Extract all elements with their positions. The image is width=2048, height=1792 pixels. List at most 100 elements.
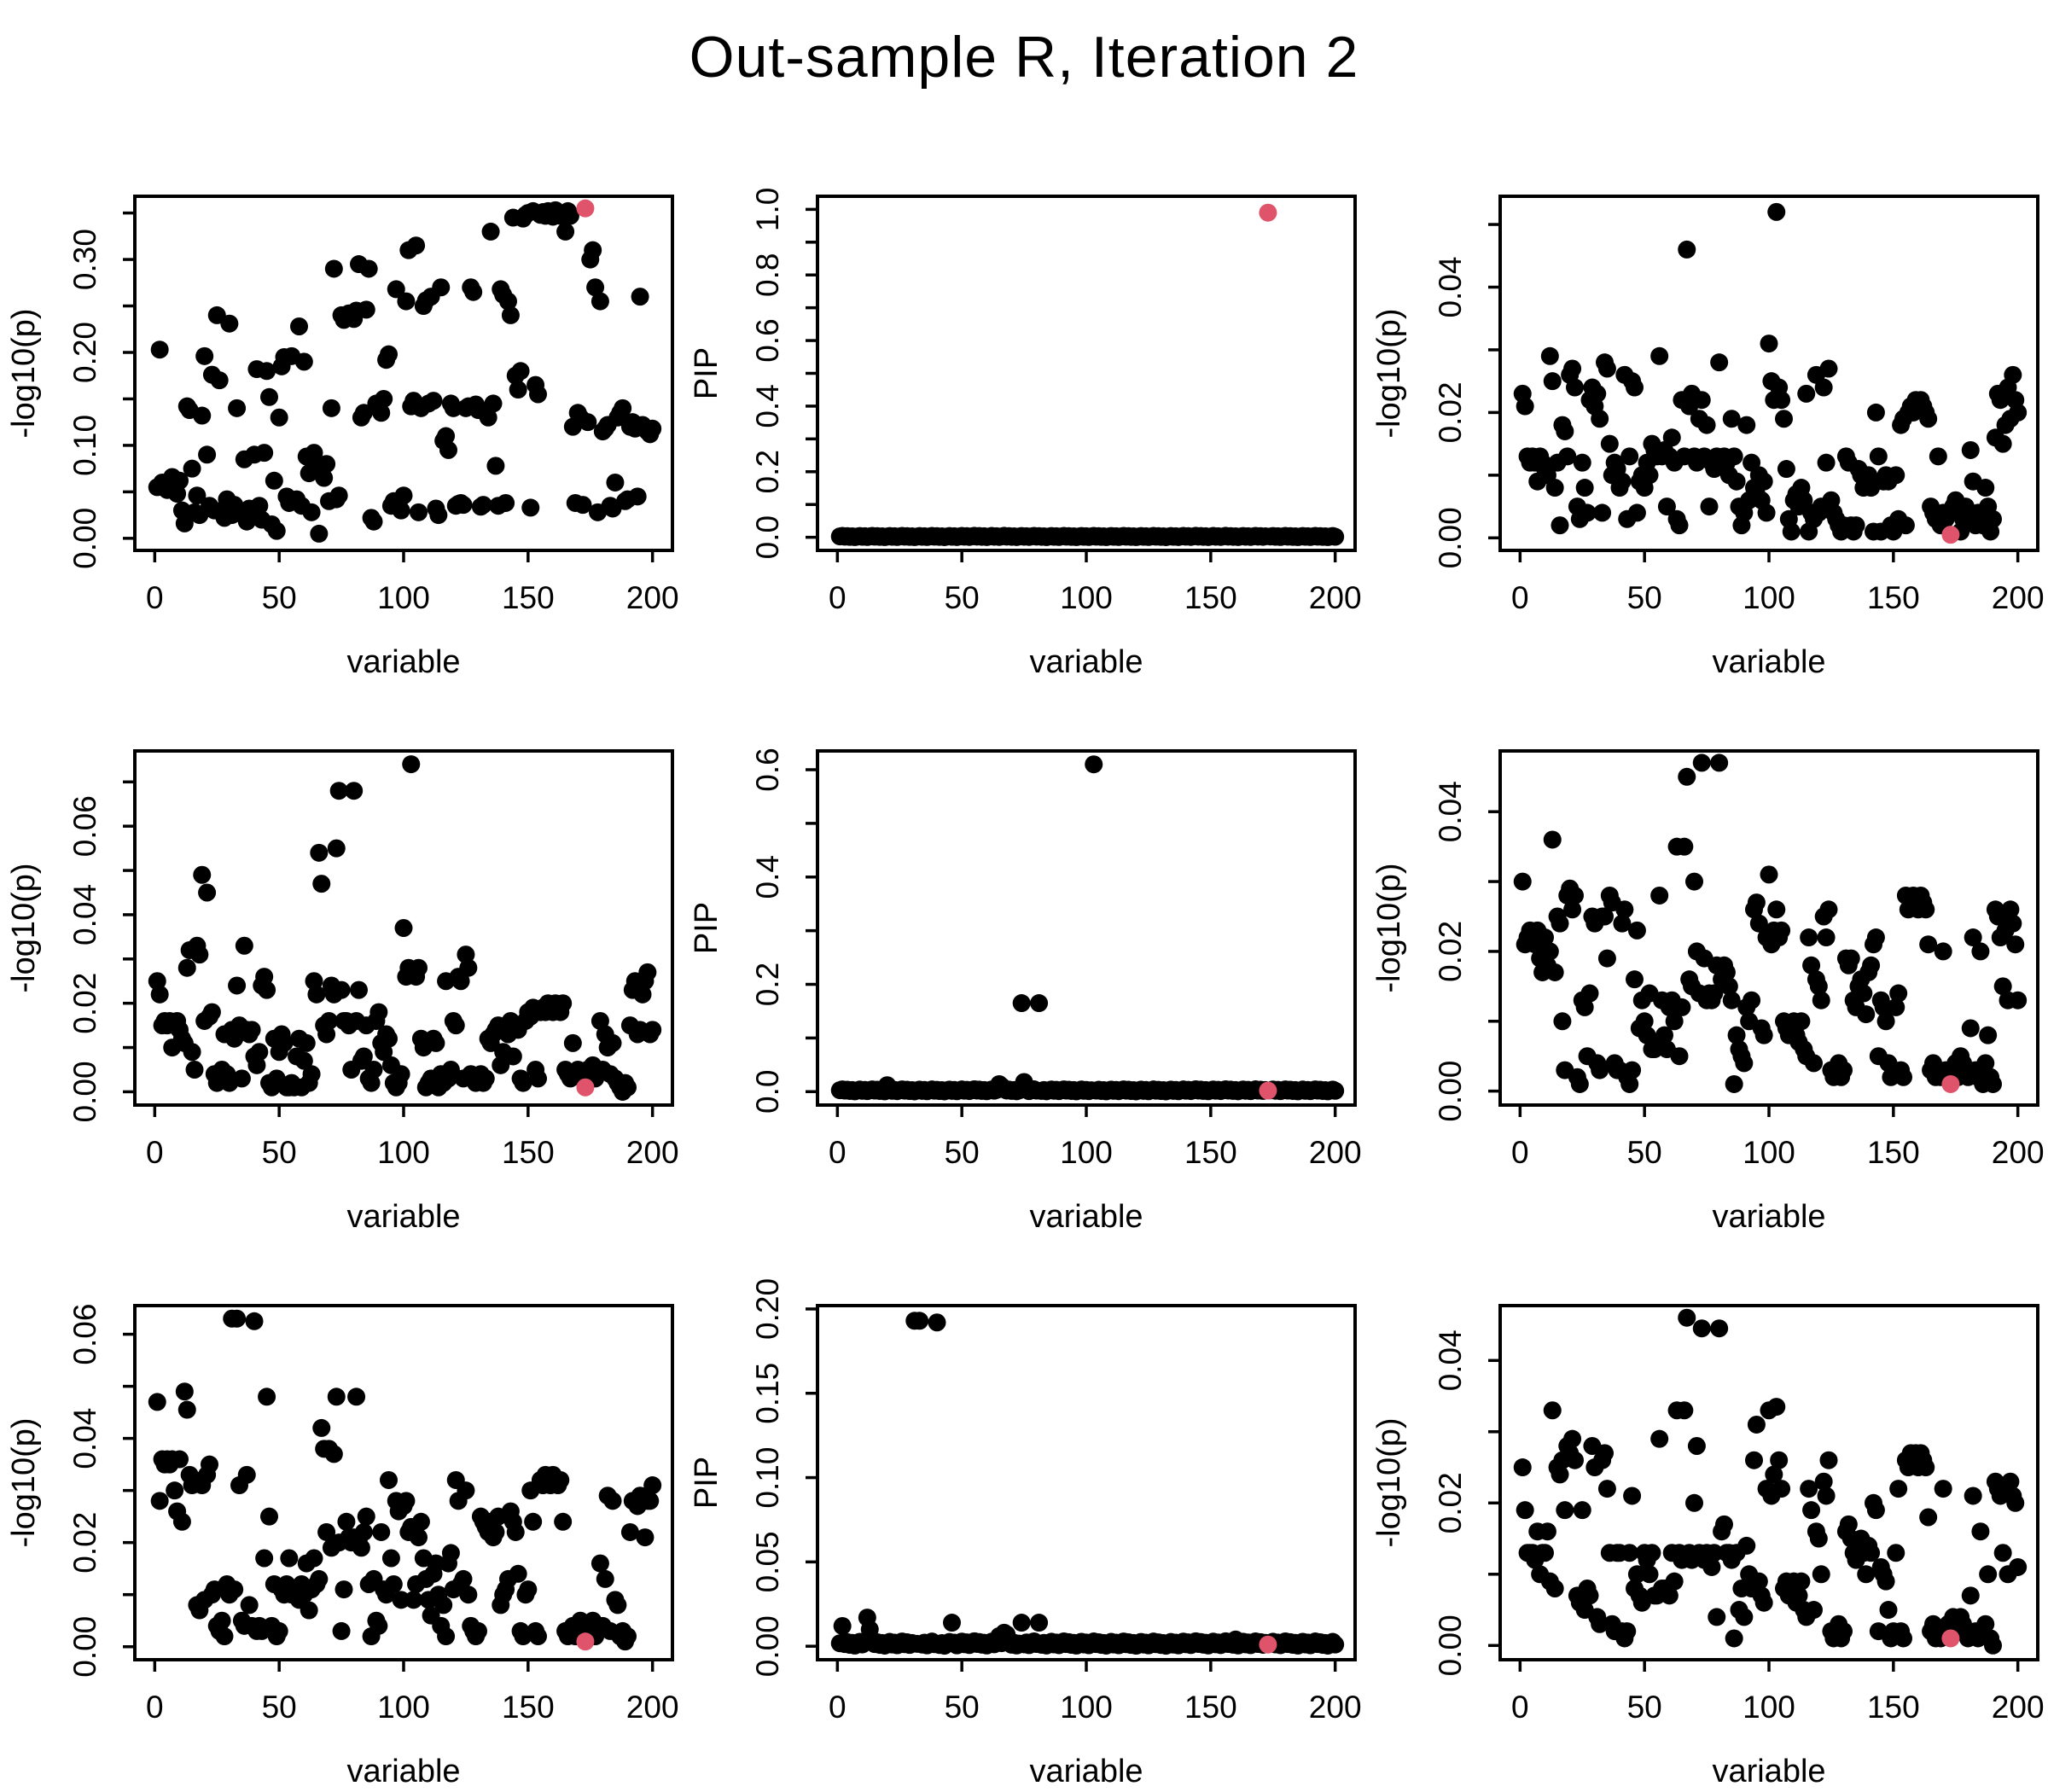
svg-text:50: 50 (262, 1690, 297, 1725)
svg-text:200: 200 (1309, 580, 1362, 615)
svg-text:0.2: 0.2 (750, 963, 785, 1006)
scatter-canvas-r3c1: 0.00 0.02 0.04 0.06 0 50 100 150 200 -log10(p) var… (6, 1304, 679, 1789)
scatter-canvas-r2c3: 0.00 0.02 0.04 0 50 100 150 200 -log10(p) variabl… (1371, 749, 2045, 1235)
svg-text:0: 0 (146, 1135, 164, 1170)
svg-text:50: 50 (262, 1135, 297, 1170)
svg-text:0: 0 (829, 1135, 847, 1170)
svg-text:variable: variable (1029, 1754, 1143, 1789)
svg-text:150: 150 (502, 1135, 555, 1170)
svg-text:0.2: 0.2 (750, 450, 785, 493)
svg-text:0.00: 0.00 (67, 1616, 102, 1678)
svg-text:0.02: 0.02 (1433, 1472, 1468, 1533)
svg-text:0.00: 0.00 (750, 1615, 785, 1677)
svg-text:200: 200 (1992, 1135, 2045, 1170)
svg-text:150: 150 (1184, 1135, 1237, 1170)
chart-title: Out-sample R, Iteration 2 (689, 25, 1359, 90)
svg-text:50: 50 (945, 580, 980, 615)
svg-text:0: 0 (1511, 1135, 1529, 1170)
svg-text:0.04: 0.04 (1433, 781, 1468, 842)
svg-text:-log10(p): -log10(p) (1371, 1417, 1407, 1547)
scatter-canvas-r2c2: 0.0 0.2 0.4 0.6 0 50 100 150 200 PIP variable (689, 748, 1362, 1235)
svg-text:0.00: 0.00 (67, 508, 102, 569)
svg-text:50: 50 (945, 1135, 980, 1170)
svg-text:200: 200 (1992, 580, 2045, 615)
svg-text:0.15: 0.15 (750, 1363, 785, 1424)
svg-text:200: 200 (1309, 1135, 1362, 1170)
svg-text:200: 200 (626, 1690, 679, 1725)
svg-text:0.6: 0.6 (750, 748, 785, 791)
svg-text:150: 150 (1184, 1690, 1237, 1725)
svg-text:0.6: 0.6 (750, 318, 785, 362)
subplot-r3c3: 0.00 0.02 0.04 0 50 100 150 200 -log10(p) variabl… (1365, 1237, 2048, 1792)
svg-text:50: 50 (1627, 580, 1662, 615)
svg-text:0.06: 0.06 (67, 1304, 102, 1365)
svg-text:variable: variable (346, 1754, 460, 1789)
svg-text:150: 150 (1867, 1690, 1920, 1725)
svg-text:-log10(p): -log10(p) (1371, 308, 1407, 438)
svg-text:-log10(p): -log10(p) (6, 308, 42, 438)
svg-text:PIP: PIP (689, 1457, 724, 1509)
svg-text:-log10(p): -log10(p) (6, 863, 42, 992)
svg-text:50: 50 (262, 580, 297, 615)
svg-text:0.04: 0.04 (1433, 1329, 1468, 1391)
subplot-r2c3: 0.00 0.02 0.04 0 50 100 150 200 -log10(p) variabl… (1365, 683, 2048, 1237)
svg-text:0.10: 0.10 (67, 415, 102, 476)
svg-text:100: 100 (1060, 580, 1113, 615)
svg-text:0.0: 0.0 (750, 515, 785, 559)
svg-text:0.20: 0.20 (67, 322, 102, 383)
svg-text:0.00: 0.00 (1433, 507, 1468, 568)
scatter-canvas-r1c1: 0.00 0.10 0.20 0.30 0 50 100 150 200 -log10(p) var… (6, 195, 679, 680)
svg-text:200: 200 (1992, 1690, 2045, 1725)
svg-text:0.30: 0.30 (67, 229, 102, 290)
svg-text:0.4: 0.4 (750, 855, 785, 899)
svg-text:variable: variable (1029, 1199, 1143, 1235)
svg-text:150: 150 (1867, 1135, 1920, 1170)
svg-text:variable: variable (346, 1199, 460, 1235)
svg-text:0.04: 0.04 (1433, 256, 1468, 317)
scatter-canvas-r1c3: 0.00 0.02 0.04 0 50 100 150 200 -log10(p) variabl… (1371, 195, 2045, 680)
svg-text:0: 0 (829, 1690, 847, 1725)
svg-text:0.02: 0.02 (1433, 381, 1468, 443)
subplot-r1c2: 0.0 0.2 0.4 0.6 0.8 1.0 0 50 100 150 200 PIP variabl… (683, 128, 1365, 683)
svg-text:0.04: 0.04 (67, 1408, 102, 1469)
svg-text:-log10(p): -log10(p) (1371, 863, 1407, 992)
svg-text:0.00: 0.00 (1433, 1061, 1468, 1122)
svg-text:150: 150 (1184, 580, 1237, 615)
svg-text:-log10(p): -log10(p) (6, 1417, 42, 1547)
svg-text:0.0: 0.0 (750, 1070, 785, 1114)
svg-text:0.4: 0.4 (750, 384, 785, 428)
svg-text:0.8: 0.8 (750, 253, 785, 297)
svg-text:0.02: 0.02 (1433, 921, 1468, 982)
subplot-r1c1: 0.00 0.10 0.20 0.30 0 50 100 150 200 -log10(p) var… (0, 128, 683, 683)
svg-text:100: 100 (1060, 1690, 1113, 1725)
svg-text:variable: variable (1712, 1199, 1825, 1235)
scatter-canvas-r3c2: 0.00 0.05 0.10 0.15 0.20 0 50 100 150 200 PIP varia… (689, 1278, 1362, 1789)
plot-grid: 0.00 0.10 0.20 0.30 0 50 100 150 200 -log10(p) var… (0, 128, 2048, 1792)
svg-text:100: 100 (1743, 580, 1795, 615)
subplot-r1c3: 0.00 0.02 0.04 0 50 100 150 200 -log10(p) variabl… (1365, 128, 2048, 683)
svg-text:150: 150 (502, 1690, 555, 1725)
svg-text:100: 100 (1060, 1135, 1113, 1170)
svg-text:0.04: 0.04 (67, 884, 102, 945)
svg-text:50: 50 (1627, 1690, 1662, 1725)
svg-text:1.0: 1.0 (750, 188, 785, 231)
svg-text:variable: variable (346, 644, 460, 680)
svg-text:variable: variable (1712, 644, 1825, 680)
svg-text:200: 200 (626, 1135, 679, 1170)
svg-text:100: 100 (377, 1690, 430, 1725)
svg-text:0.00: 0.00 (1433, 1615, 1468, 1676)
scatter-canvas-r2c1: 0.00 0.02 0.04 0.06 0 50 100 150 200 -log10(p) var… (6, 749, 679, 1235)
svg-text:0: 0 (146, 580, 164, 615)
svg-text:150: 150 (502, 580, 555, 615)
svg-text:0.02: 0.02 (67, 1512, 102, 1574)
svg-text:50: 50 (1627, 1135, 1662, 1170)
svg-text:0.00: 0.00 (67, 1061, 102, 1122)
svg-text:50: 50 (945, 1690, 980, 1725)
svg-text:200: 200 (626, 580, 679, 615)
svg-text:0: 0 (829, 580, 847, 615)
subplot-r3c1: 0.00 0.02 0.04 0.06 0 50 100 150 200 -log10(p) var… (0, 1237, 683, 1792)
svg-text:0: 0 (146, 1690, 164, 1725)
svg-text:PIP: PIP (689, 902, 724, 954)
svg-text:0.05: 0.05 (750, 1531, 785, 1592)
